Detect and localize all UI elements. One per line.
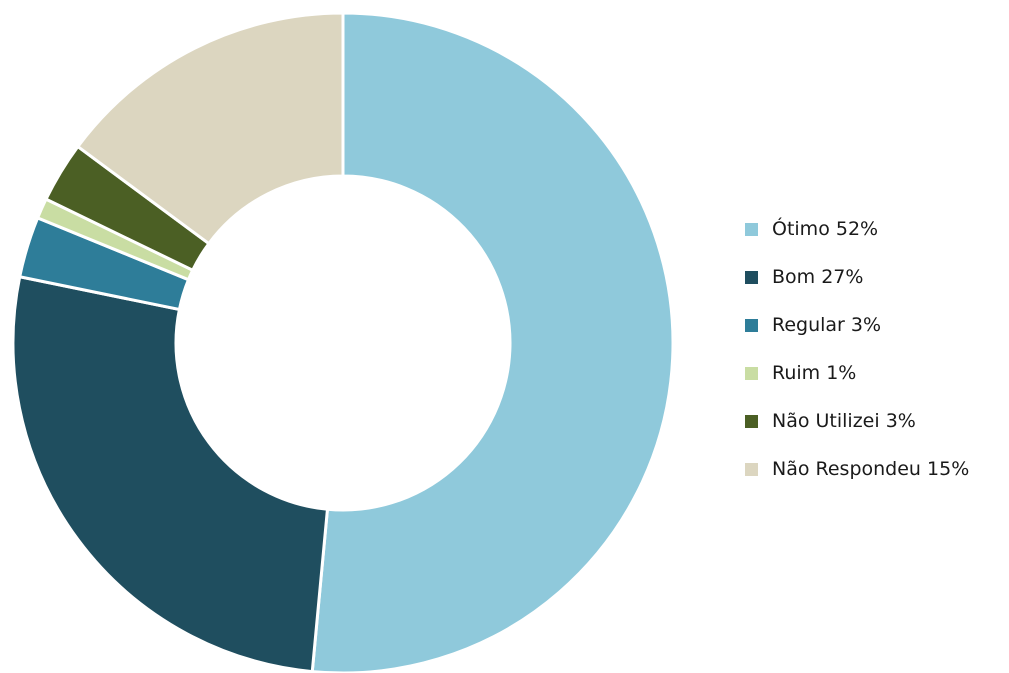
legend-swatch-ruim	[745, 366, 758, 380]
slice-bom	[11, 274, 330, 673]
legend-item-bom: Bom 27%	[745, 253, 969, 301]
legend-swatch-otimo	[745, 222, 758, 236]
legend-swatch-regular	[745, 318, 758, 332]
legend-label-nao-respondeu: Não Respondeu 15%	[772, 458, 970, 480]
legend-label-bom: Bom 27%	[772, 266, 864, 288]
donut-chart	[11, 11, 675, 673]
legend-item-nao-utilizei: Não Utilizei 3%	[745, 397, 969, 445]
legend-label-ruim: Ruim 1%	[772, 362, 857, 384]
slice-otimo	[310, 11, 675, 673]
legend-label-nao-utilizei: Não Utilizei 3%	[772, 410, 916, 432]
chart-legend: Ótimo 52% Bom 27% Regular 3% Ruim 1% Não…	[745, 205, 969, 493]
legend-label-regular: Regular 3%	[772, 314, 882, 336]
legend-item-regular: Regular 3%	[745, 301, 969, 349]
legend-swatch-nao-respondeu	[745, 462, 758, 476]
legend-item-nao-respondeu: Não Respondeu 15%	[745, 445, 969, 493]
legend-swatch-nao-utilizei	[745, 414, 758, 428]
slice-nao-respondeu	[75, 11, 345, 246]
legend-item-ruim: Ruim 1%	[745, 349, 969, 397]
legend-label-otimo: Ótimo 52%	[772, 218, 879, 240]
legend-swatch-bom	[745, 270, 758, 284]
legend-item-otimo: Ótimo 52%	[745, 205, 969, 253]
